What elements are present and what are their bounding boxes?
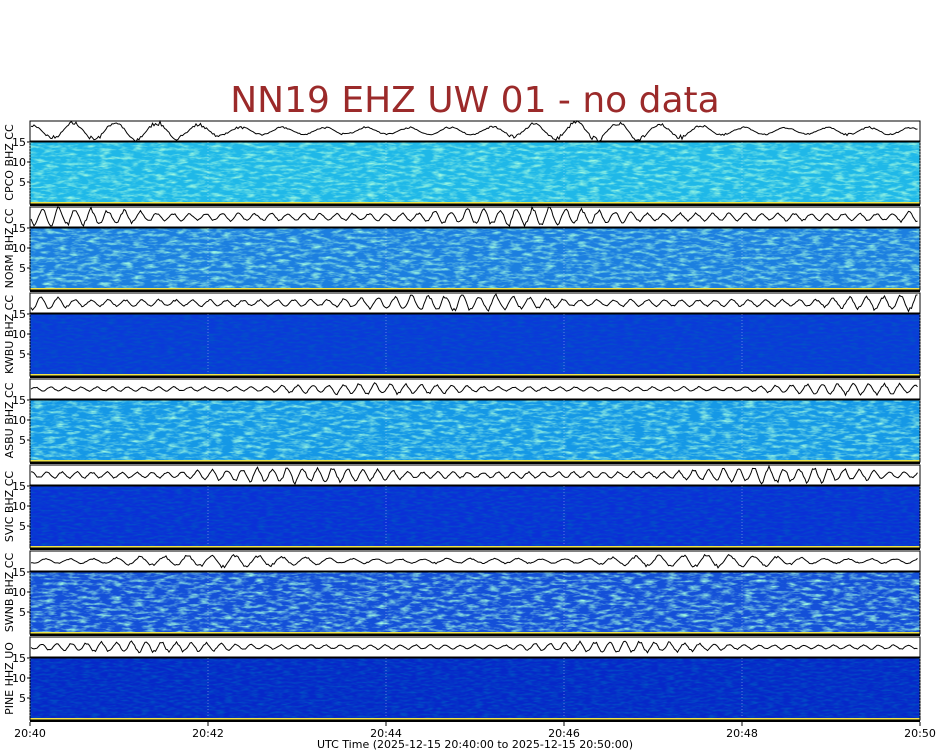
y-tick-label: 10: [12, 328, 26, 341]
waveform: [31, 553, 918, 569]
panel-label: PINE HHZ UO: [3, 642, 16, 715]
y-tick-label: 5: [19, 520, 26, 533]
waveform: [30, 464, 918, 486]
y-tick-label: 5: [19, 348, 26, 361]
spectrogram-texture: [30, 314, 920, 376]
panel-separator: [30, 634, 920, 636]
x-tick-label: 20:48: [726, 727, 758, 740]
panel-label: KWBU BHZ CC: [3, 295, 16, 374]
panel-label: ASBU BHZ CC: [3, 382, 16, 458]
spectrogram-base-band: [30, 546, 920, 548]
y-tick-label: 10: [12, 500, 26, 513]
y-tick-label: 15: [12, 480, 26, 493]
spectrogram-texture: [30, 142, 920, 204]
waveform: [30, 119, 918, 143]
spectrogram-texture: [30, 228, 920, 290]
y-tick-label: 10: [12, 672, 26, 685]
spectrogram-base-band: [30, 718, 920, 720]
y-tick-label: 15: [12, 136, 26, 149]
y-tick-label: 15: [12, 652, 26, 665]
spectrogram-base-band: [30, 288, 920, 290]
waveform: [30, 293, 918, 313]
x-axis-label: UTC Time (2025-12-15 20:40:00 to 2025-12…: [317, 738, 633, 751]
x-tick-label: 20:50: [904, 727, 936, 740]
panel-label: CPCO BHZ CC: [3, 124, 16, 201]
panel-separator: [30, 290, 920, 292]
y-tick-label: 5: [19, 692, 26, 705]
spectrogram-base-band: [30, 460, 920, 462]
x-tick-label: 20:46: [548, 727, 580, 740]
waveform-box: [29, 120, 921, 142]
y-tick-label: 15: [12, 308, 26, 321]
panel-label: NORM BHZ CC: [3, 208, 16, 288]
y-tick-label: 15: [12, 222, 26, 235]
spectrogram-texture: [30, 400, 920, 462]
spectrogram-base-band: [30, 202, 920, 204]
panel-separator: [30, 376, 920, 378]
y-tick-label: 10: [12, 242, 26, 255]
panel-separator: [30, 462, 920, 464]
y-tick-label: 5: [19, 262, 26, 275]
panel-separator: [30, 548, 920, 550]
x-tick-label: 20:42: [192, 727, 224, 740]
panel-label: SWNB BHZ CC: [3, 553, 16, 633]
waveform: [30, 382, 918, 397]
panel-label: SVIC BHZ CC: [3, 471, 16, 542]
waveform: [30, 205, 918, 228]
waveform-box: [29, 206, 921, 228]
spectrogram-base-band: [30, 632, 920, 634]
waveform-box: [29, 550, 921, 572]
spectrogram-base-band: [30, 374, 920, 376]
y-tick-label: 5: [19, 434, 26, 447]
y-tick-label: 10: [12, 156, 26, 169]
waveform-box: [29, 464, 921, 486]
panel-separator: [30, 204, 920, 206]
chart-title: NN19 EHZ UW 01 - no data: [230, 80, 719, 121]
spectrogram-texture: [30, 486, 920, 548]
x-tick-label: 20:44: [370, 727, 402, 740]
spectrogram-texture: [30, 658, 920, 720]
x-tick-label: 20:40: [14, 727, 46, 740]
y-tick-label: 10: [12, 586, 26, 599]
panel-separator: [30, 720, 920, 722]
spectrogram-texture: [30, 572, 920, 634]
waveform-box: [29, 636, 921, 658]
y-tick-label: 5: [19, 176, 26, 189]
y-tick-label: 10: [12, 414, 26, 427]
y-tick-label: 15: [12, 566, 26, 579]
y-tick-label: 5: [19, 606, 26, 619]
waveform: [30, 640, 918, 654]
y-tick-label: 15: [12, 394, 26, 407]
waveform-box: [29, 378, 921, 400]
